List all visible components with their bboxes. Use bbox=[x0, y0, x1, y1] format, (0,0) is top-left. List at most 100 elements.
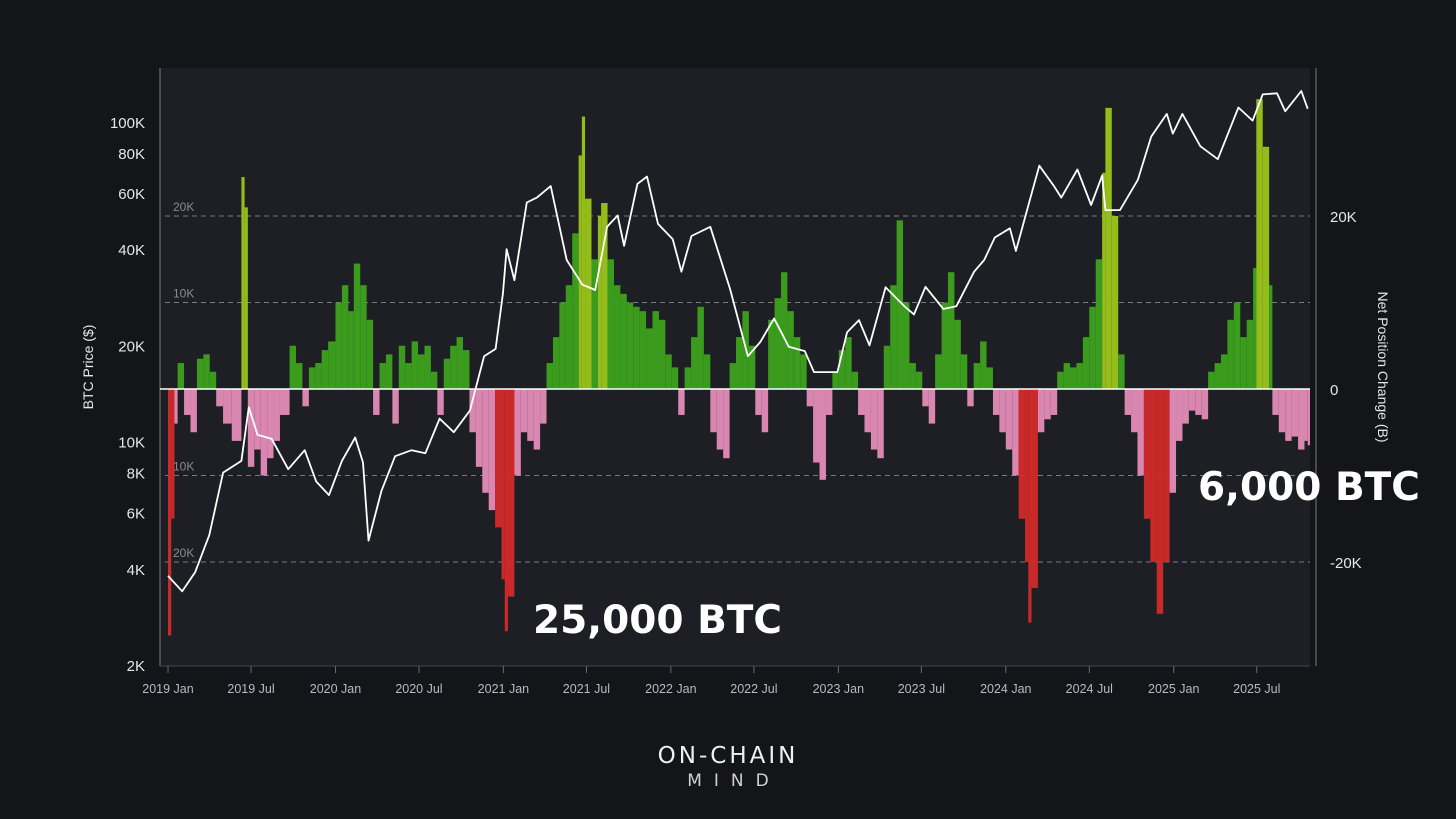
position-bar bbox=[591, 259, 598, 389]
y-left-tick-label: 4K bbox=[127, 562, 145, 579]
position-bar bbox=[437, 389, 444, 415]
position-bar bbox=[1253, 267, 1257, 389]
position-bar bbox=[565, 285, 573, 389]
position-bar bbox=[1057, 371, 1064, 389]
position-bar bbox=[1214, 363, 1221, 389]
position-bar bbox=[909, 363, 916, 389]
position-bar bbox=[1143, 389, 1151, 519]
position-bar bbox=[1063, 363, 1071, 389]
position-bar bbox=[1291, 389, 1299, 437]
position-bar bbox=[883, 345, 891, 389]
position-bar bbox=[922, 389, 929, 407]
position-bar bbox=[903, 302, 910, 389]
position-bar bbox=[501, 389, 505, 580]
position-bar bbox=[184, 389, 191, 415]
x-tick-label: 2023 Jul bbox=[898, 682, 945, 696]
position-bar bbox=[870, 389, 878, 450]
position-bar bbox=[488, 389, 496, 511]
position-bar bbox=[793, 337, 801, 389]
position-bar bbox=[877, 389, 884, 459]
position-bar bbox=[1176, 389, 1183, 441]
position-bar bbox=[800, 354, 807, 389]
position-bar bbox=[385, 354, 393, 389]
y-left-tick-label: 20K bbox=[118, 338, 145, 355]
position-bar bbox=[174, 389, 178, 424]
position-bar bbox=[1095, 259, 1103, 389]
position-bar bbox=[1163, 389, 1170, 562]
position-bar bbox=[986, 367, 993, 389]
position-bar bbox=[935, 354, 942, 389]
x-tick-label: 2020 Jul bbox=[395, 682, 442, 696]
x-tick-label: 2023 Jan bbox=[813, 682, 864, 696]
position-bar bbox=[915, 371, 923, 389]
position-bar bbox=[514, 389, 521, 476]
x-tick-label: 2019 Jul bbox=[227, 682, 274, 696]
position-bar bbox=[1012, 389, 1019, 476]
position-bar bbox=[716, 389, 724, 450]
position-bar bbox=[960, 354, 968, 389]
position-bar bbox=[405, 363, 412, 389]
position-bar bbox=[504, 389, 508, 632]
position-bar bbox=[613, 285, 621, 389]
position-bar bbox=[450, 345, 457, 389]
position-bar bbox=[787, 311, 794, 389]
position-bar bbox=[1137, 389, 1144, 476]
x-tick-label: 2021 Jul bbox=[563, 682, 610, 696]
y-left-tick-label: 2K bbox=[127, 658, 145, 675]
position-bar bbox=[890, 285, 897, 389]
position-bar bbox=[475, 389, 483, 467]
position-bar bbox=[1050, 389, 1058, 415]
y-left-axis-title: BTC Price ($) bbox=[80, 325, 96, 410]
y-right-tick-label: 0 bbox=[1330, 382, 1338, 399]
position-bar bbox=[819, 389, 826, 480]
position-bar bbox=[928, 389, 936, 424]
position-bar bbox=[168, 389, 172, 636]
position-bar bbox=[273, 389, 280, 441]
x-tick-label: 2020 Jan bbox=[310, 682, 361, 696]
position-bar bbox=[302, 389, 309, 407]
position-bar bbox=[1246, 319, 1254, 389]
y-left-tick-label: 80K bbox=[118, 146, 145, 163]
annotation-25000-btc: 25,000 BTC bbox=[533, 598, 782, 643]
position-bar bbox=[658, 319, 666, 389]
y-left-tick-label: 60K bbox=[118, 186, 145, 203]
left-tick-labels: 100K 80K 60K 40K 20K 10K 8K 6K 4K 2K bbox=[110, 115, 145, 675]
position-bar bbox=[1240, 337, 1247, 389]
position-bar bbox=[171, 389, 175, 519]
position-bar bbox=[748, 345, 756, 389]
position-bar bbox=[607, 259, 614, 389]
grid-label-1: 10K bbox=[173, 287, 194, 301]
position-bar bbox=[620, 293, 627, 389]
position-bar bbox=[495, 389, 502, 528]
x-tick-label: 2025 Jan bbox=[1148, 682, 1199, 696]
y-left-tick-label: 40K bbox=[118, 242, 145, 259]
position-bar bbox=[1201, 389, 1209, 420]
position-bar bbox=[244, 207, 248, 389]
position-bar bbox=[520, 389, 528, 433]
position-bar bbox=[1307, 389, 1310, 446]
position-bars-layer bbox=[168, 99, 1310, 636]
position-bar bbox=[1111, 216, 1119, 389]
position-bar bbox=[691, 337, 698, 389]
x-tick-label: 2022 Jan bbox=[645, 682, 696, 696]
position-bar bbox=[430, 371, 438, 389]
grid-label-2: 10K bbox=[173, 460, 194, 474]
position-bar bbox=[947, 272, 955, 389]
position-bar bbox=[241, 177, 245, 389]
position-bar bbox=[527, 389, 534, 441]
position-bar bbox=[652, 311, 659, 389]
grid-label-0: 20K bbox=[173, 200, 194, 214]
position-bar bbox=[223, 389, 232, 424]
position-bar bbox=[552, 337, 560, 389]
position-bar bbox=[703, 354, 711, 389]
position-bar bbox=[418, 354, 425, 389]
position-bar bbox=[825, 389, 833, 415]
position-bar bbox=[1269, 285, 1273, 389]
position-bar bbox=[858, 389, 865, 415]
x-tick-labels: 2019 Jan 2019 Jul 2020 Jan 2020 Jul 2021 Jan… bbox=[142, 666, 1280, 696]
position-bar bbox=[328, 341, 336, 389]
position-bar bbox=[1227, 319, 1234, 389]
position-bar bbox=[203, 354, 210, 389]
position-bar bbox=[463, 350, 470, 389]
